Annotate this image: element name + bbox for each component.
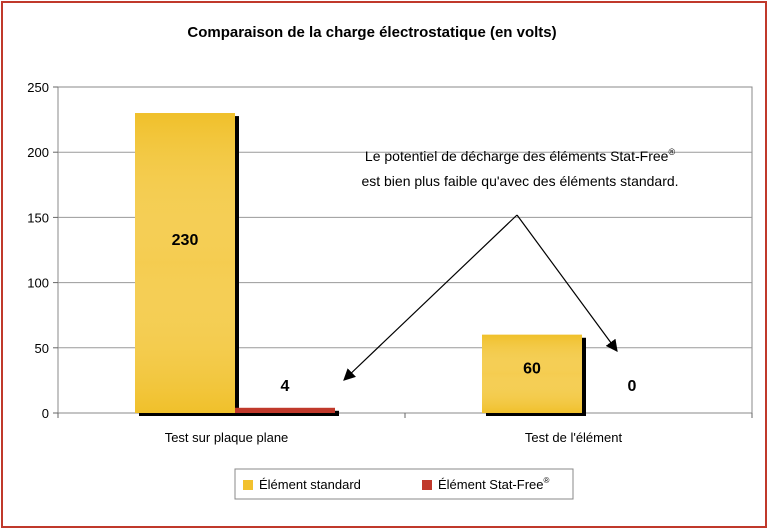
y-axis-ticks: 0 50 100 150 200 250 bbox=[27, 80, 753, 421]
legend-label-standard: Élément standard bbox=[259, 477, 361, 492]
chart-title: Comparaison de la charge électrostatique… bbox=[187, 24, 556, 41]
data-labels: 230 4 60 0 bbox=[172, 232, 637, 395]
x-axis-categories: Test sur plaque plane Test de l'élément bbox=[165, 430, 623, 445]
y-tick-label: 100 bbox=[27, 276, 49, 291]
annotation-line-1: Le potentiel de décharge des éléments St… bbox=[365, 147, 676, 164]
legend: Élément standard Élément Stat-Free® bbox=[234, 468, 574, 500]
y-tick-label: 50 bbox=[35, 341, 49, 356]
bar-standard-shine bbox=[135, 113, 235, 413]
category-label: Test de l'élément bbox=[525, 430, 623, 445]
data-label-statfree: 4 bbox=[281, 378, 290, 395]
legend-box bbox=[234, 468, 574, 500]
legend-swatch-standard bbox=[243, 480, 253, 490]
annotation: Le potentiel de décharge des éléments St… bbox=[343, 147, 679, 381]
y-tick-label: 200 bbox=[27, 145, 49, 160]
y-tick-label: 250 bbox=[27, 80, 49, 95]
data-label-standard: 230 bbox=[172, 232, 199, 249]
bar-standard-shine bbox=[482, 334, 582, 413]
bar-statfree bbox=[235, 407, 335, 413]
annotation-arrow-left bbox=[343, 214, 518, 381]
legend-swatch-statfree bbox=[422, 480, 432, 490]
bar-shadow bbox=[239, 410, 339, 416]
data-label-standard: 60 bbox=[523, 361, 541, 378]
data-label-statfree: 0 bbox=[628, 378, 637, 395]
y-tick-label: 0 bbox=[42, 406, 49, 421]
category-label: Test sur plaque plane bbox=[165, 430, 289, 445]
annotation-line-2: est bien plus faible qu'avec des élément… bbox=[361, 173, 678, 189]
y-tick-label: 150 bbox=[27, 210, 49, 225]
legend-label-statfree: Élément Stat-Free® bbox=[438, 476, 550, 492]
annotation-arrow-right bbox=[516, 214, 618, 352]
bar-chart: Comparaison de la charge électrostatique… bbox=[27, 24, 753, 500]
bars bbox=[135, 113, 586, 416]
